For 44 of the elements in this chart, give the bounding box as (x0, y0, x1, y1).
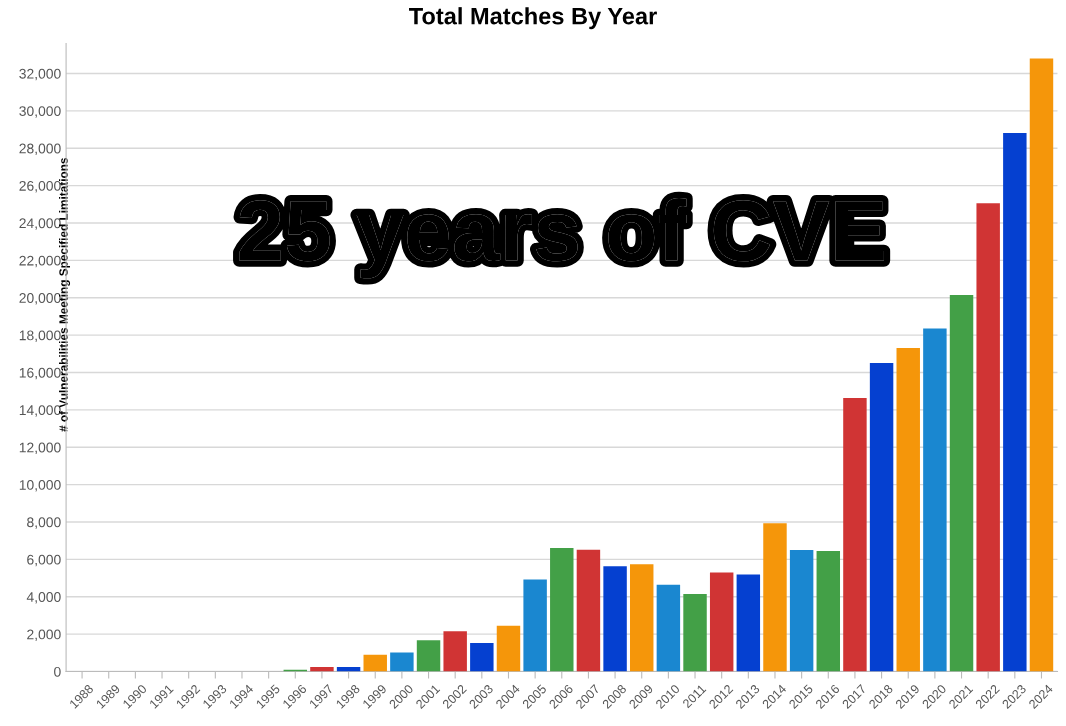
y-tick-label: 22,000 (19, 255, 61, 268)
bar (816, 551, 841, 672)
bar (683, 593, 707, 672)
chart-title: Total Matches By Year (409, 7, 657, 30)
y-tick-label: 26,000 (19, 180, 61, 193)
y-tick-label: 20,000 (19, 293, 61, 305)
y-tick-label: 16,000 (19, 367, 61, 380)
y-tick-label: 32,000 (19, 68, 61, 81)
bar (736, 574, 761, 672)
bar (523, 579, 547, 672)
bar (869, 362, 894, 672)
y-tick-label: 8,000 (27, 517, 61, 529)
bar (896, 348, 920, 672)
y-tick-label: 12,000 (19, 442, 61, 455)
bar (363, 654, 387, 672)
bar (443, 631, 467, 672)
y-tick-label: 2,000 (27, 629, 61, 641)
bar (416, 640, 441, 672)
bar (976, 203, 1000, 672)
y-tick-label: 28,000 (19, 143, 61, 156)
bar (390, 652, 414, 672)
y-tick-label: 14,000 (19, 405, 61, 417)
bar (923, 328, 947, 672)
bar (843, 397, 867, 672)
y-tick-label: 18,000 (19, 330, 61, 342)
y-tick-label: 6,000 (27, 554, 61, 567)
bar (789, 550, 814, 672)
bar (656, 584, 681, 672)
y-tick-label: 10,000 (19, 479, 61, 492)
bar (603, 566, 627, 672)
bar (709, 572, 734, 672)
y-tick-label: 0 (54, 666, 61, 677)
bar (550, 548, 574, 672)
bar (576, 549, 601, 672)
bar (630, 564, 654, 672)
bar (763, 523, 787, 672)
bar (470, 642, 494, 672)
bar (1003, 132, 1027, 672)
bar (1029, 58, 1054, 672)
bar (496, 625, 521, 672)
y-tick-label: 24,000 (19, 218, 61, 230)
y-tick-label: 4,000 (26, 592, 61, 604)
bar (949, 294, 974, 672)
y-tick-label: 30,000 (19, 106, 61, 118)
